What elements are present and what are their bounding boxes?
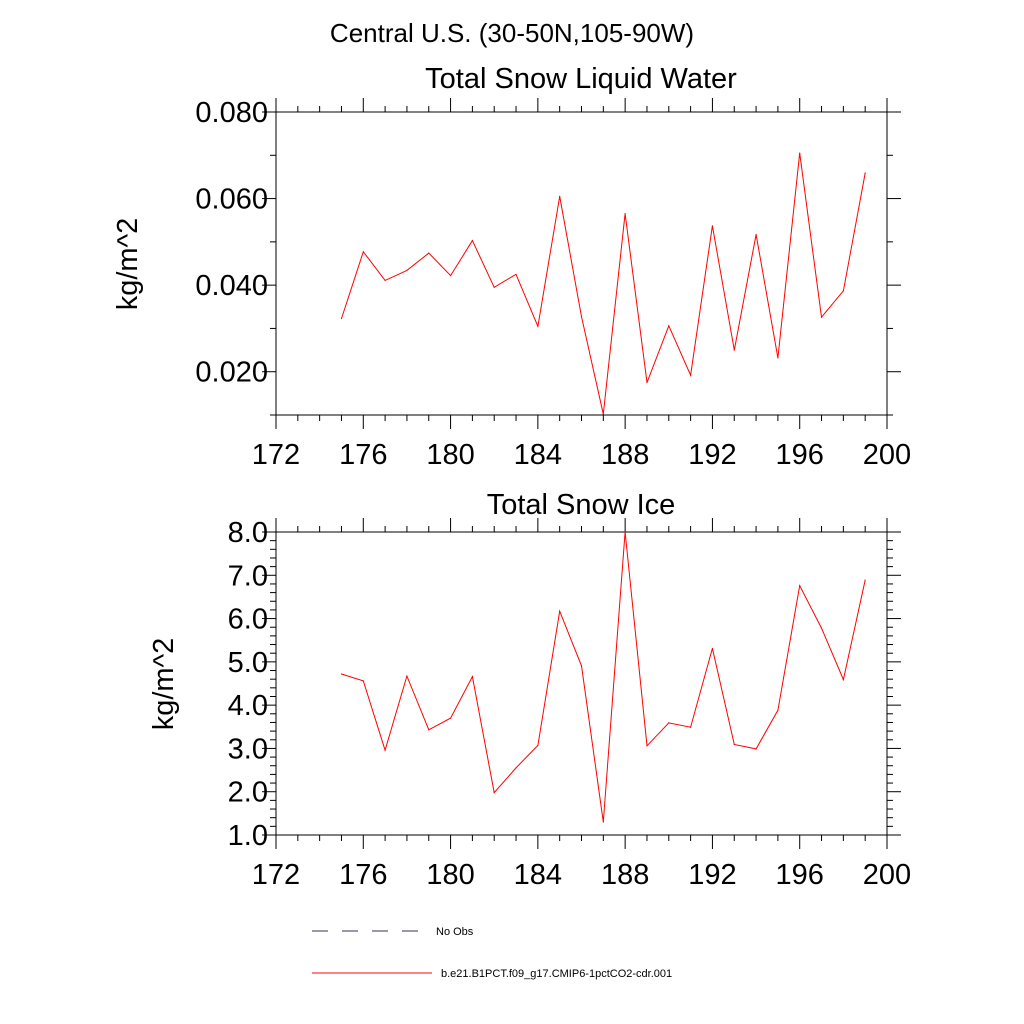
legend-label-no-obs: No Obs [436,926,474,938]
x-tick-label: 192 [688,859,736,891]
data-point [428,729,430,731]
x-tick-label: 172 [252,859,300,891]
y-tick-label: 7.0 [228,560,268,592]
x-tick-label: 196 [776,859,824,891]
data-point [580,316,583,318]
data-point [711,647,714,650]
data-point [777,357,779,359]
data-point [733,349,735,351]
data-point [406,675,408,677]
legend-label-model: b.e21.B1PCT.f09_g17.CMIP6-1pctCO2-cdr.00… [441,968,672,980]
data-point [471,675,473,678]
data-point [384,749,386,751]
data-point [799,585,801,587]
x-tick-label: 200 [863,859,911,891]
data-point [668,722,670,724]
panel-snow-ice: Total Snow Ice kg/m^2 172 176 180 184 188 192… [148,489,911,891]
x-tick-label: 180 [426,859,474,891]
data-point [471,239,473,242]
data-point [559,610,561,612]
y-tick-label: 0.040 [195,270,268,302]
y-tick-label: 6.0 [228,604,268,636]
y-tick-label: 2.0 [228,777,268,809]
plot-frame [275,111,888,416]
data-point [602,413,604,415]
data-point [493,791,495,794]
y-tick-label: 1.0 [228,820,268,852]
panel-snow-liquid-water: Total Snow Liquid Water kg/m^2 172 176 180… [112,63,911,471]
data-point [362,251,364,253]
panel-title: Total Snow Ice [487,489,676,521]
data-point [646,381,648,384]
figure-main-title: Central U.S. (30-50N,105-90W) [330,18,694,48]
data-point [537,325,539,327]
series-line [341,531,866,823]
data-point [733,743,735,746]
data-point [340,673,343,675]
x-tick-label: 184 [514,859,562,891]
x-tick-label: 176 [339,439,387,471]
data-point [406,269,408,272]
data-point [842,679,844,681]
data-point [624,213,626,215]
y-axis-label: kg/m^2 [148,638,180,731]
plot-frame [275,531,888,836]
data-point [537,744,539,746]
data-point [384,279,386,281]
data-point [624,531,626,533]
x-tick-label: 196 [776,439,824,471]
x-tick-label: 172 [252,439,300,471]
data-point [515,767,517,769]
data-point [755,748,757,750]
plot-area: 172 176 180 184 188 192 196 200 1.0 2.0 3.0 4.0 5.0 6… [228,517,912,891]
y-tick-label: 3.0 [228,733,268,765]
data-point [864,172,866,174]
x-tick-label: 200 [863,439,911,471]
x-tick-label: 176 [339,859,387,891]
data-point [820,316,823,318]
data-point [362,680,364,682]
x-tick-label: 192 [688,439,736,471]
data-point [820,627,823,629]
data-point [515,273,517,275]
data-point [449,275,452,277]
y-tick-label: 8.0 [228,517,268,549]
x-tick-label: 180 [426,439,474,471]
data-point [340,317,343,320]
x-tick-label: 188 [601,439,649,471]
series-line [341,153,866,415]
data-point [777,709,779,711]
data-point [602,821,604,823]
x-tick-label: 184 [514,439,562,471]
data-point [428,252,430,254]
y-tick-label: 5.0 [228,647,268,679]
x-tick-label: 188 [601,859,649,891]
data-point [449,717,452,719]
panel-title: Total Snow Liquid Water [425,63,737,95]
data-point [668,325,670,327]
data-point [842,290,844,292]
y-tick-label: 0.080 [195,97,268,129]
y-tick-label: 4.0 [228,690,268,722]
data-point [580,665,583,667]
y-axis-label: kg/m^2 [112,218,144,311]
data-point [493,286,495,288]
data-point [646,745,648,747]
plot-area: 172 176 180 184 188 192 196 200 0.020 0.040 0.060 0… [195,97,911,471]
data-point [799,152,801,154]
data-point [690,374,692,376]
data-point [755,233,757,236]
data-point [864,579,866,581]
data-point [711,225,714,227]
data-point [559,195,561,198]
data-point [690,726,692,728]
legend: No Obs b.e21.B1PCT.f09_g17.CMIP6-1pctCO2… [312,926,672,980]
y-tick-label: 0.020 [195,357,268,389]
y-tick-label: 0.060 [195,184,268,216]
